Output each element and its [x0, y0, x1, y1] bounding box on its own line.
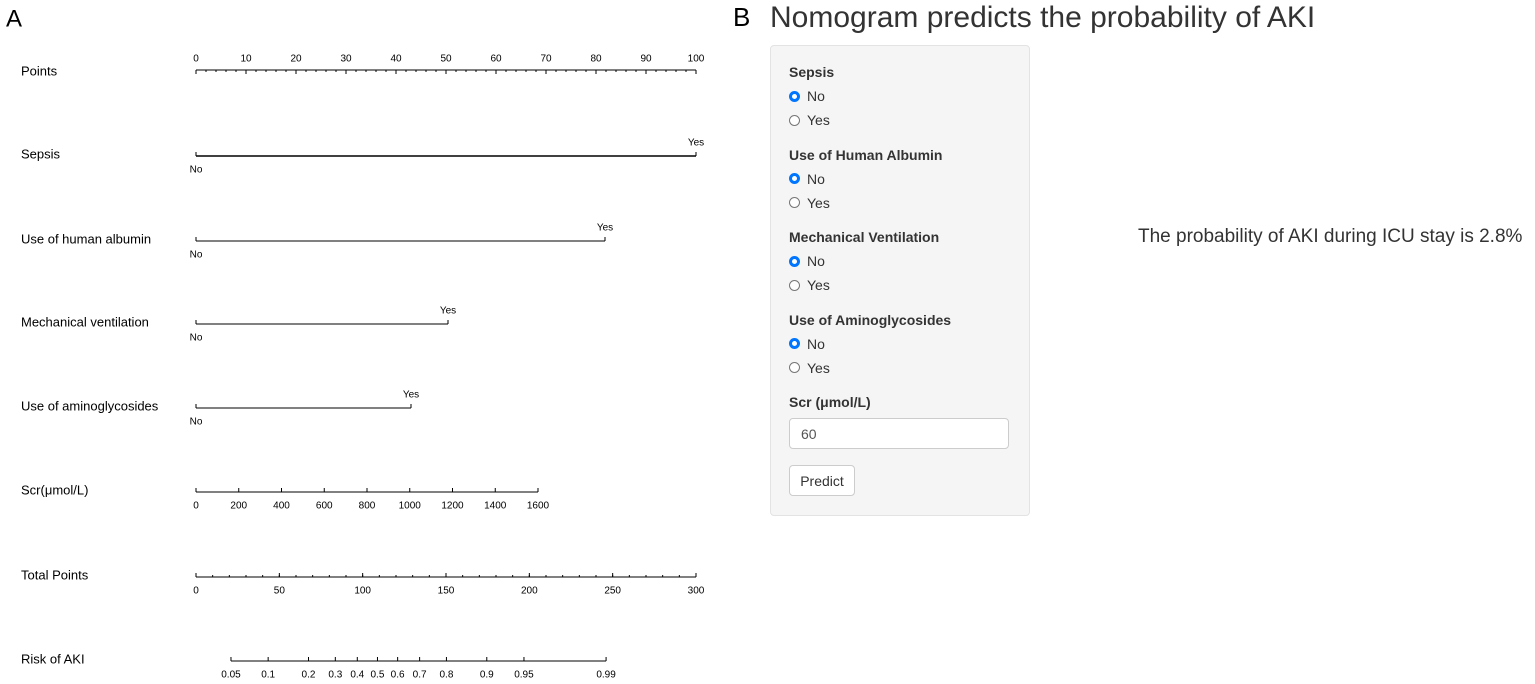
option-label: Yes — [807, 194, 830, 211]
tick-label: 50 — [274, 586, 286, 597]
row-label: Risk of AKI — [21, 651, 85, 666]
tick-label: 0.6 — [391, 670, 405, 681]
radio-button[interactable] — [789, 114, 800, 126]
tick-label: 0.99 — [596, 670, 616, 681]
radio-button[interactable] — [789, 255, 800, 267]
tick-label: 1600 — [527, 501, 550, 512]
tick-label: 70 — [540, 54, 552, 65]
option-label: No — [807, 88, 825, 104]
tick-label: 150 — [438, 586, 455, 597]
radio-option[interactable]: No — [789, 253, 825, 269]
nomogram: A Points 0 10 20 30 40 50 60 70 80 90 100 Sepsis No Ye… — [6, 5, 705, 681]
level-label: No — [190, 165, 203, 176]
option-label: Yes — [807, 359, 830, 376]
row-label: Scr(μmol/L) — [21, 482, 88, 497]
row-label: Use of aminoglycosides — [21, 398, 159, 413]
tick-label: 0.8 — [439, 670, 453, 681]
tick-label: 30 — [340, 54, 352, 65]
field-label: Scr (μmol/L) — [789, 394, 871, 410]
tick-label: 0.4 — [350, 670, 364, 681]
tick-label: 100 — [688, 54, 705, 65]
level-label: Yes — [688, 138, 704, 149]
row-label: Mechanical ventilation — [21, 314, 149, 329]
level-label: No — [190, 250, 203, 261]
tick-label: 0.7 — [413, 670, 427, 681]
level-label: No — [190, 417, 203, 428]
radio-button[interactable] — [789, 279, 800, 291]
tick-label: 300 — [688, 586, 705, 597]
level-label: Yes — [597, 223, 613, 234]
radio-option[interactable]: No — [789, 171, 825, 187]
field-label: Use of Human Albumin — [789, 146, 943, 163]
tick-label: 0.95 — [514, 670, 534, 681]
tick-label: 0 — [193, 54, 199, 65]
tick-label: 0.05 — [221, 670, 241, 681]
tick-label: 20 — [290, 54, 302, 65]
tick-label: 250 — [604, 586, 621, 597]
radio-button[interactable] — [789, 338, 800, 349]
tick-label: 800 — [359, 501, 376, 512]
tick-label: 50 — [440, 54, 452, 65]
row-label: Sepsis — [21, 146, 61, 161]
tick-label: 0.5 — [371, 670, 385, 681]
radio-button[interactable] — [789, 362, 800, 373]
radio-button[interactable] — [789, 90, 800, 102]
tick-label: 0 — [193, 501, 199, 512]
option-label: No — [807, 170, 825, 187]
level-label: Yes — [440, 306, 456, 317]
tick-label: 0 — [193, 586, 199, 597]
app-title: Nomogram predicts the probability of AKI — [770, 1, 1316, 34]
panel-label: B — [733, 2, 751, 32]
level-label: Yes — [403, 390, 419, 401]
tick-label: 200 — [230, 501, 247, 512]
panel-label: A — [6, 5, 22, 32]
level-label: No — [190, 333, 203, 344]
radio-option[interactable]: No — [789, 336, 825, 352]
row-label: Use of human albumin — [21, 231, 151, 246]
tick-label: 1200 — [441, 501, 464, 512]
row-label: Total Points — [21, 567, 89, 582]
predict-button[interactable]: Predict — [789, 465, 855, 496]
field-label: Mechanical Ventilation — [789, 229, 940, 245]
option-label: Yes — [807, 112, 830, 128]
tick-label: 400 — [273, 501, 290, 512]
text-input[interactable]: 60 — [789, 418, 1009, 449]
radio-option[interactable]: Yes — [789, 112, 830, 128]
tick-label: 10 — [240, 54, 252, 65]
tick-label: 80 — [590, 54, 602, 65]
tick-label: 1400 — [484, 501, 507, 512]
radio-option[interactable]: No — [789, 88, 825, 104]
radio-button[interactable] — [789, 173, 800, 184]
field-label: Sepsis — [789, 64, 835, 80]
option-label: No — [807, 335, 825, 352]
tick-label: 0.9 — [480, 670, 494, 681]
radio-option[interactable]: Yes — [789, 277, 830, 293]
option-label: No — [807, 253, 825, 269]
tick-label: 90 — [640, 54, 652, 65]
radio-option[interactable]: Yes — [789, 360, 830, 376]
result-text: The probability of AKI during ICU stay i… — [1138, 226, 1523, 247]
row-label: Points — [21, 63, 58, 78]
option-label: Yes — [807, 277, 830, 293]
tick-label: 60 — [490, 54, 502, 65]
tick-label: 0.2 — [302, 670, 316, 681]
tick-label: 600 — [316, 501, 333, 512]
tick-label: 0.3 — [328, 670, 342, 681]
tick-label: 0.1 — [261, 670, 275, 681]
tick-label: 100 — [354, 586, 371, 597]
tick-label: 40 — [390, 54, 402, 65]
radio-button[interactable] — [789, 197, 800, 208]
tick-label: 200 — [521, 586, 538, 597]
field-label: Use of Aminoglycosides — [789, 311, 952, 328]
radio-option[interactable]: Yes — [789, 195, 830, 211]
tick-label: 1000 — [399, 501, 422, 512]
